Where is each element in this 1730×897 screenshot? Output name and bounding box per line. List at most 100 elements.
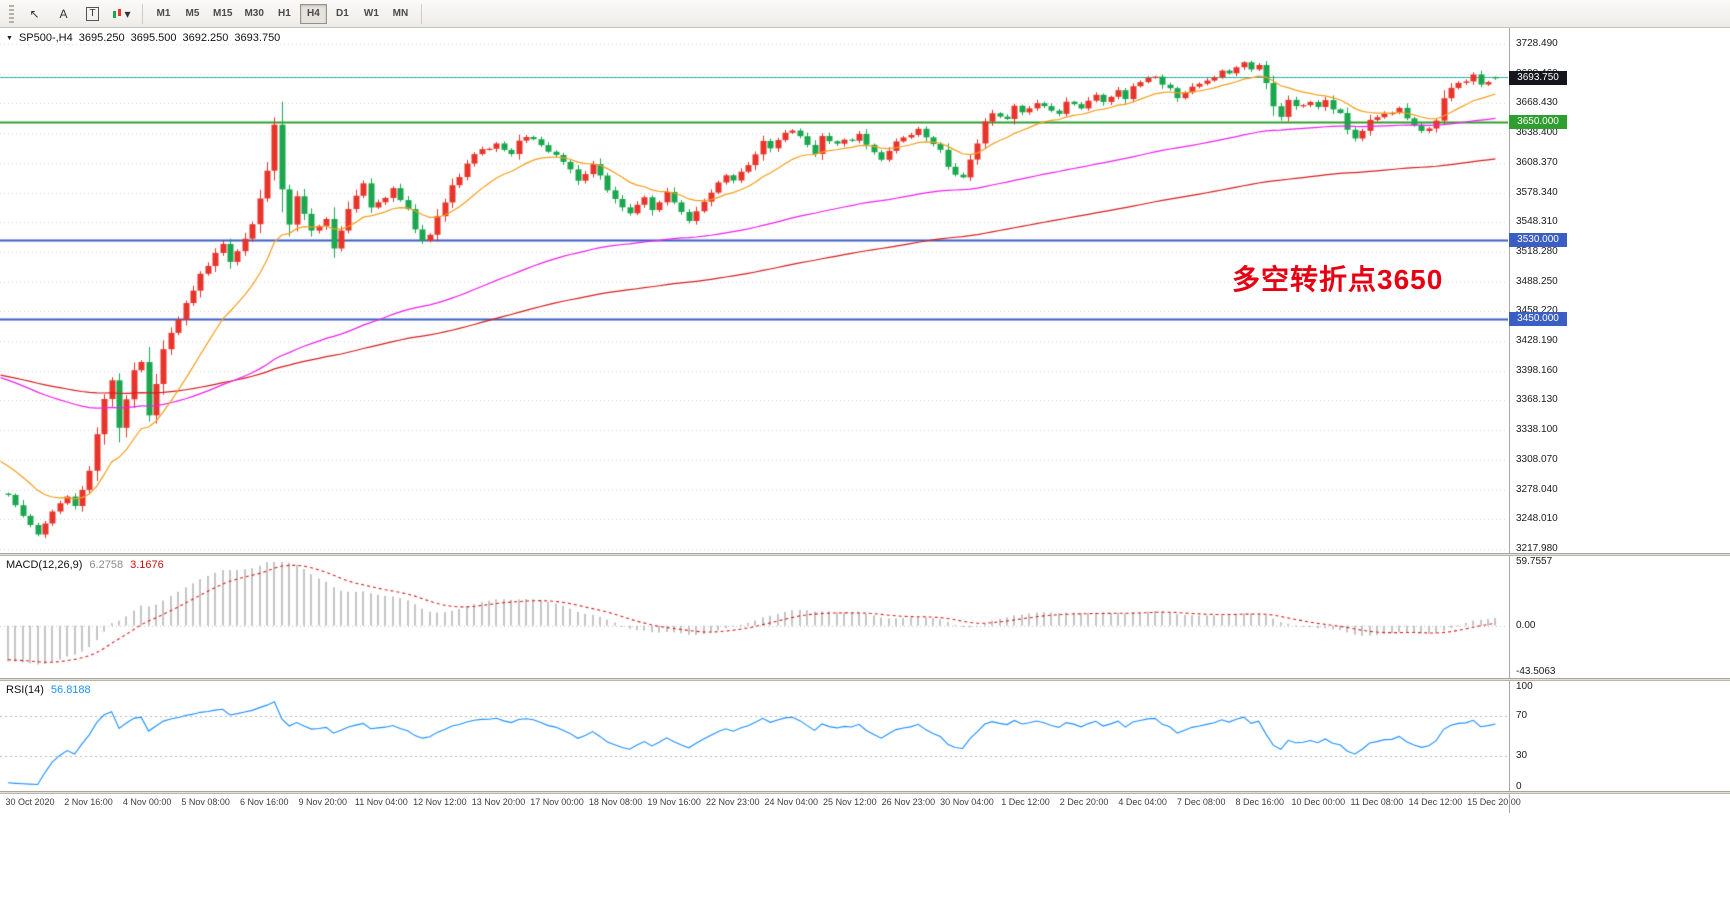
timeframe-button-m30[interactable]: M30 — [239, 4, 268, 24]
hline-badge-3450: 3450.000 — [1509, 312, 1567, 327]
panel-splitter[interactable] — [0, 791, 1730, 794]
high-value: 3695.500 — [130, 32, 177, 44]
collapse-arrow-icon[interactable]: ▼ — [6, 34, 13, 42]
price-scale-label: 3548.310 — [1516, 216, 1558, 228]
price-scale-label: 3518.280 — [1516, 245, 1558, 257]
price-scale-label: 3217.980 — [1516, 543, 1558, 554]
text-a-tool-button[interactable]: A — [50, 3, 77, 25]
candlestick-icon — [113, 8, 122, 18]
timeframe-button-m1[interactable]: M1 — [150, 4, 177, 24]
time-axis-label: 13 Nov 20:00 — [471, 797, 526, 807]
time-axis-label: 25 Nov 12:00 — [823, 797, 877, 807]
time-axis-label: 7 Dec 08:00 — [1176, 797, 1226, 807]
macd-header: MACD(12,26,9) 6.2758 3.1676 — [6, 559, 164, 571]
price-scale-label: 3728.490 — [1516, 38, 1558, 49]
timeframe-button-mn[interactable]: MN — [387, 4, 414, 24]
panel-splitter[interactable] — [0, 678, 1730, 681]
time-axis-label: 11 Dec 08:00 — [1350, 797, 1404, 807]
boxed-t-icon: T — [86, 6, 99, 21]
time-axis[interactable]: 30 Oct 2020 2 Nov 16:00 4 Nov 00:00 5 Nov 0… — [0, 795, 1730, 811]
cursor-tool-button[interactable]: ↖ — [21, 3, 48, 25]
chart-header: ▼ SP500-,H4 3695.250 3695.500 3692.250 3… — [6, 32, 280, 44]
price-scale-label: 3428.190 — [1516, 335, 1558, 347]
hline-badge-3530: 3530.000 — [1509, 233, 1567, 248]
timeframe-button-w1[interactable]: W1 — [358, 4, 385, 24]
price-scale-label: 3368.130 — [1516, 394, 1558, 406]
time-axis-label: 22 Nov 23:00 — [705, 797, 760, 807]
time-axis-label: 2 Nov 16:00 — [64, 797, 113, 807]
macd-signal-value: 3.1676 — [130, 559, 164, 571]
macd-title: MACD(12,26,9) — [6, 559, 83, 571]
text-box-tool-button[interactable]: T — [79, 3, 106, 25]
time-axis-label: 19 Nov 16:00 — [647, 797, 701, 807]
time-axis-label: 17 Nov 00:00 — [530, 797, 584, 807]
time-axis-label: 24 Nov 04:00 — [764, 797, 819, 807]
time-axis-label: 2 Dec 20:00 — [1059, 797, 1109, 807]
panel-splitter[interactable] — [0, 553, 1730, 556]
time-axis-label: 26 Nov 23:00 — [881, 797, 936, 807]
price-scale-label: 3458.220 — [1516, 305, 1558, 317]
timeframe-button-d1[interactable]: D1 — [329, 4, 356, 24]
macd-scale-label: 59.7557 — [1516, 556, 1553, 567]
time-axis-label: 12 Nov 12:00 — [413, 797, 467, 807]
time-axis-label: 6 Nov 16:00 — [239, 797, 289, 807]
macd-main-value: 6.2758 — [89, 559, 124, 571]
timeframe-button-h4[interactable]: H4 — [299, 3, 327, 24]
main-chart-panel: ▼ SP500-,H4 3695.250 3695.500 3692.250 3… — [0, 28, 1730, 554]
time-axis-label: 4 Dec 04:00 — [1118, 797, 1167, 807]
rsi-scale[interactable]: 100 70 30 0 — [1512, 681, 1574, 792]
rsi-panel: RSI(14) 56.8188 100 70 30 0 — [0, 681, 1730, 792]
rsi-scale-label: 100 — [1516, 681, 1533, 692]
time-axis-label: 15 Dec 20:00 — [1467, 797, 1521, 807]
price-scale-label: 3248.010 — [1516, 513, 1558, 525]
price-scale-label: 3308.070 — [1516, 453, 1558, 465]
macd-canvas[interactable] — [0, 556, 1508, 678]
scale-separator-line — [1509, 28, 1510, 813]
price-scale-label: 3398.160 — [1516, 364, 1558, 376]
time-axis-label: 11 Nov 04:00 — [354, 797, 408, 807]
price-scale-label: 3638.400 — [1516, 127, 1558, 139]
toolbar-separator — [142, 3, 143, 24]
toolbar-drag-handle[interactable] — [9, 4, 14, 23]
low-value: 3692.250 — [182, 32, 229, 44]
time-axis-label: 1 Dec 12:00 — [1001, 797, 1050, 807]
rsi-value: 56.8188 — [50, 684, 91, 696]
price-scale-label: 3578.340 — [1516, 186, 1558, 198]
chart-annotation: 多空转折点3650 — [1232, 264, 1444, 295]
timeframe-button-m15[interactable]: M15 — [208, 4, 237, 24]
hline-badge-3650: 3650.000 — [1509, 114, 1567, 129]
main-chart-canvas[interactable] — [0, 28, 1508, 553]
time-axis-label: 10 Dec 00:00 — [1291, 797, 1346, 807]
symbol-period-label: SP500-,H4 — [18, 32, 73, 44]
macd-scale-label: 0.00 — [1516, 619, 1536, 631]
rsi-scale-label: 0 — [1516, 781, 1522, 792]
price-scale-label: 3488.250 — [1516, 275, 1558, 287]
rsi-canvas[interactable] — [0, 681, 1508, 791]
rsi-header: RSI(14) 56.8188 — [6, 684, 91, 696]
rsi-scale-label: 70 — [1516, 709, 1528, 721]
cursor-icon: ↖ — [29, 6, 40, 21]
time-axis-label: 30 Nov 04:00 — [940, 797, 994, 807]
timeframe-button-h1[interactable]: H1 — [271, 4, 298, 24]
macd-panel: MACD(12,26,9) 6.2758 3.1676 59.7557 0.00 -… — [0, 556, 1730, 678]
price-scale-label: 3278.040 — [1516, 483, 1558, 495]
macd-scale[interactable]: 59.7557 0.00 -43.5063 — [1512, 556, 1574, 678]
time-axis-label: 14 Dec 12:00 — [1408, 797, 1463, 807]
close-value: 3693.750 — [234, 32, 281, 44]
open-value: 3695.250 — [78, 32, 125, 44]
time-axis-label: 4 Nov 00:00 — [122, 797, 172, 807]
price-scale[interactable]: 3728.4903698.4603668.4303638.4003608.370… — [1512, 28, 1574, 554]
rsi-title: RSI(14) — [6, 684, 44, 696]
current-price-badge: 3693.750 — [1509, 71, 1567, 86]
time-axis-label: 8 Dec 16:00 — [1235, 797, 1285, 807]
timeframe-button-m5[interactable]: M5 — [179, 4, 206, 24]
rsi-scale-label: 30 — [1516, 750, 1528, 762]
time-axis-label: 5 Nov 08:00 — [181, 797, 230, 807]
toolbar: ↖ A T ▾ M1 M5 M15 M30 H1 H4 D1 W1 MN — [0, 0, 1730, 28]
price-scale-label: 3668.430 — [1516, 97, 1558, 109]
toolbar-separator — [420, 3, 422, 24]
time-axis-label: 9 Nov 20:00 — [298, 797, 348, 807]
objects-tool-button[interactable]: ▾ — [108, 3, 135, 25]
price-scale-label: 3608.370 — [1516, 156, 1558, 168]
